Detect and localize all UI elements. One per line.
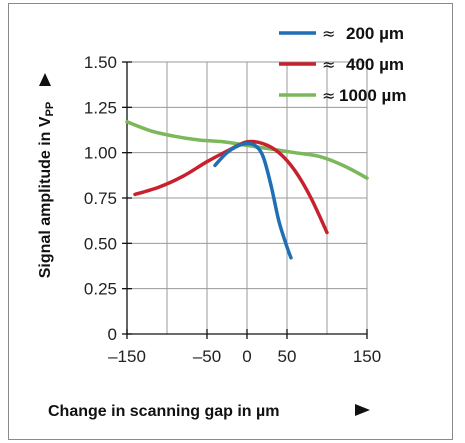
x-axis-arrow-icon [355,404,370,416]
legend: ≈200 µm ≈ 400 µm ≈ 1000 µm [279,24,406,105]
x-axis-label: Change in scanning gap in µm [48,403,279,420]
series-line-1000-m [125,120,369,180]
legend-label-1000-m: 1000 µm [339,86,406,105]
y-axis-label-sub: PP [44,102,56,117]
y-axis-label: Signal amplitude in VPP [37,102,56,278]
y-axis-arrow-icon [39,73,51,86]
series-lines [125,120,369,260]
series-line-400-m [133,139,329,235]
legend-approx-symbol: ≈ [322,86,335,105]
y-tick-label: 0.50 [84,234,117,253]
y-tick-label: 1.00 [84,144,117,163]
legend-label-200-m: 200 µm [346,24,404,43]
y-tick-label: 0.75 [84,189,117,208]
y-tick-label: 1.25 [84,98,117,117]
legend-approx-symbol: ≈ [322,55,335,74]
legend-approx-symbol: ≈ [322,24,335,43]
y-axis-label-main: Signal amplitude in V [37,116,54,278]
x-tick-label: 0 [242,347,251,366]
y-tick-label: 0 [108,325,117,344]
x-tick-label: 150 [353,347,381,366]
figure-frame [8,3,453,440]
series-line-200-m [213,141,293,260]
axes [122,61,368,339]
y-tick-label: 0.25 [84,280,117,299]
x-tick-label: 50 [278,347,297,366]
x-tick-label: –150 [108,347,146,366]
grid [127,61,368,334]
legend-label-400-m: 400 µm [346,55,404,74]
tick-labels: 0 0.25 0.50 0.75 1.00 1.25 1.50 –150 –50 0 50 150 [84,53,381,366]
x-tick-label: –50 [193,347,221,366]
y-tick-label: 1.50 [84,53,117,72]
